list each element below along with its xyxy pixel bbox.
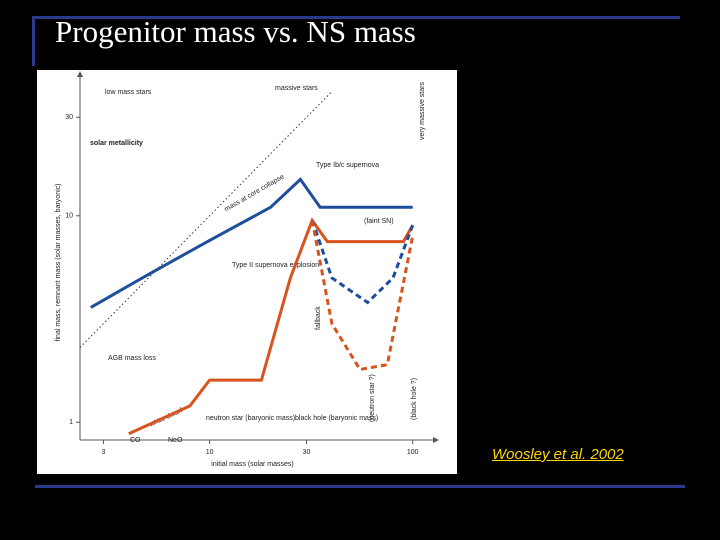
annotation: fallback bbox=[315, 306, 322, 330]
figure-background bbox=[37, 70, 457, 474]
x-arrow bbox=[433, 437, 439, 443]
citation-link[interactable]: Woosley et al. 2002 bbox=[492, 446, 624, 463]
x-axis-label: initial mass (solar masses) bbox=[211, 461, 293, 468]
bottom-rule bbox=[35, 485, 685, 488]
y-axis-label: final mass, remnant mass (solar masses, … bbox=[55, 184, 62, 342]
annotation: CO bbox=[130, 437, 141, 444]
series-line bbox=[128, 217, 415, 436]
series-line bbox=[310, 220, 415, 372]
annotation: (neutron star ?) bbox=[369, 374, 376, 422]
top-rule bbox=[35, 16, 680, 19]
annotation: (black hole ?) bbox=[411, 378, 418, 420]
x-tick-label: 3 bbox=[101, 449, 105, 456]
x-tick-label: 10 bbox=[206, 449, 214, 456]
figure: 3 10 30 100 1 10 30 initial mass (solar masses)… bbox=[37, 70, 457, 474]
y-tick-label: 1 bbox=[69, 419, 73, 426]
annotation: very massive stars bbox=[419, 82, 426, 140]
series-line bbox=[90, 177, 413, 309]
x-tick-label: 30 bbox=[303, 449, 311, 456]
annotation: Type Ib/c supernova bbox=[316, 162, 379, 169]
series-line bbox=[79, 91, 333, 348]
annotation: solar metallicity bbox=[90, 140, 143, 147]
annotation: (faint SN) bbox=[364, 218, 394, 225]
annotation: massive stars bbox=[275, 85, 318, 92]
slide-title: Progenitor mass vs. NS mass bbox=[55, 14, 416, 49]
y-arrow bbox=[77, 71, 83, 77]
annotation: AGB mass loss bbox=[108, 355, 156, 362]
annotation: Type II supernova explosion bbox=[232, 262, 319, 269]
x-tick-label: 100 bbox=[407, 449, 419, 456]
left-rule bbox=[32, 16, 35, 66]
annotation: black hole (baryonic mass) bbox=[295, 415, 378, 422]
series-line bbox=[310, 219, 415, 305]
y-tick-label: 10 bbox=[65, 213, 73, 220]
y-tick-label: 30 bbox=[65, 114, 73, 121]
annotation: low mass stars bbox=[105, 89, 152, 96]
annotation: neutron star (baryonic mass) bbox=[206, 415, 295, 422]
annotation: NeO bbox=[168, 437, 183, 444]
